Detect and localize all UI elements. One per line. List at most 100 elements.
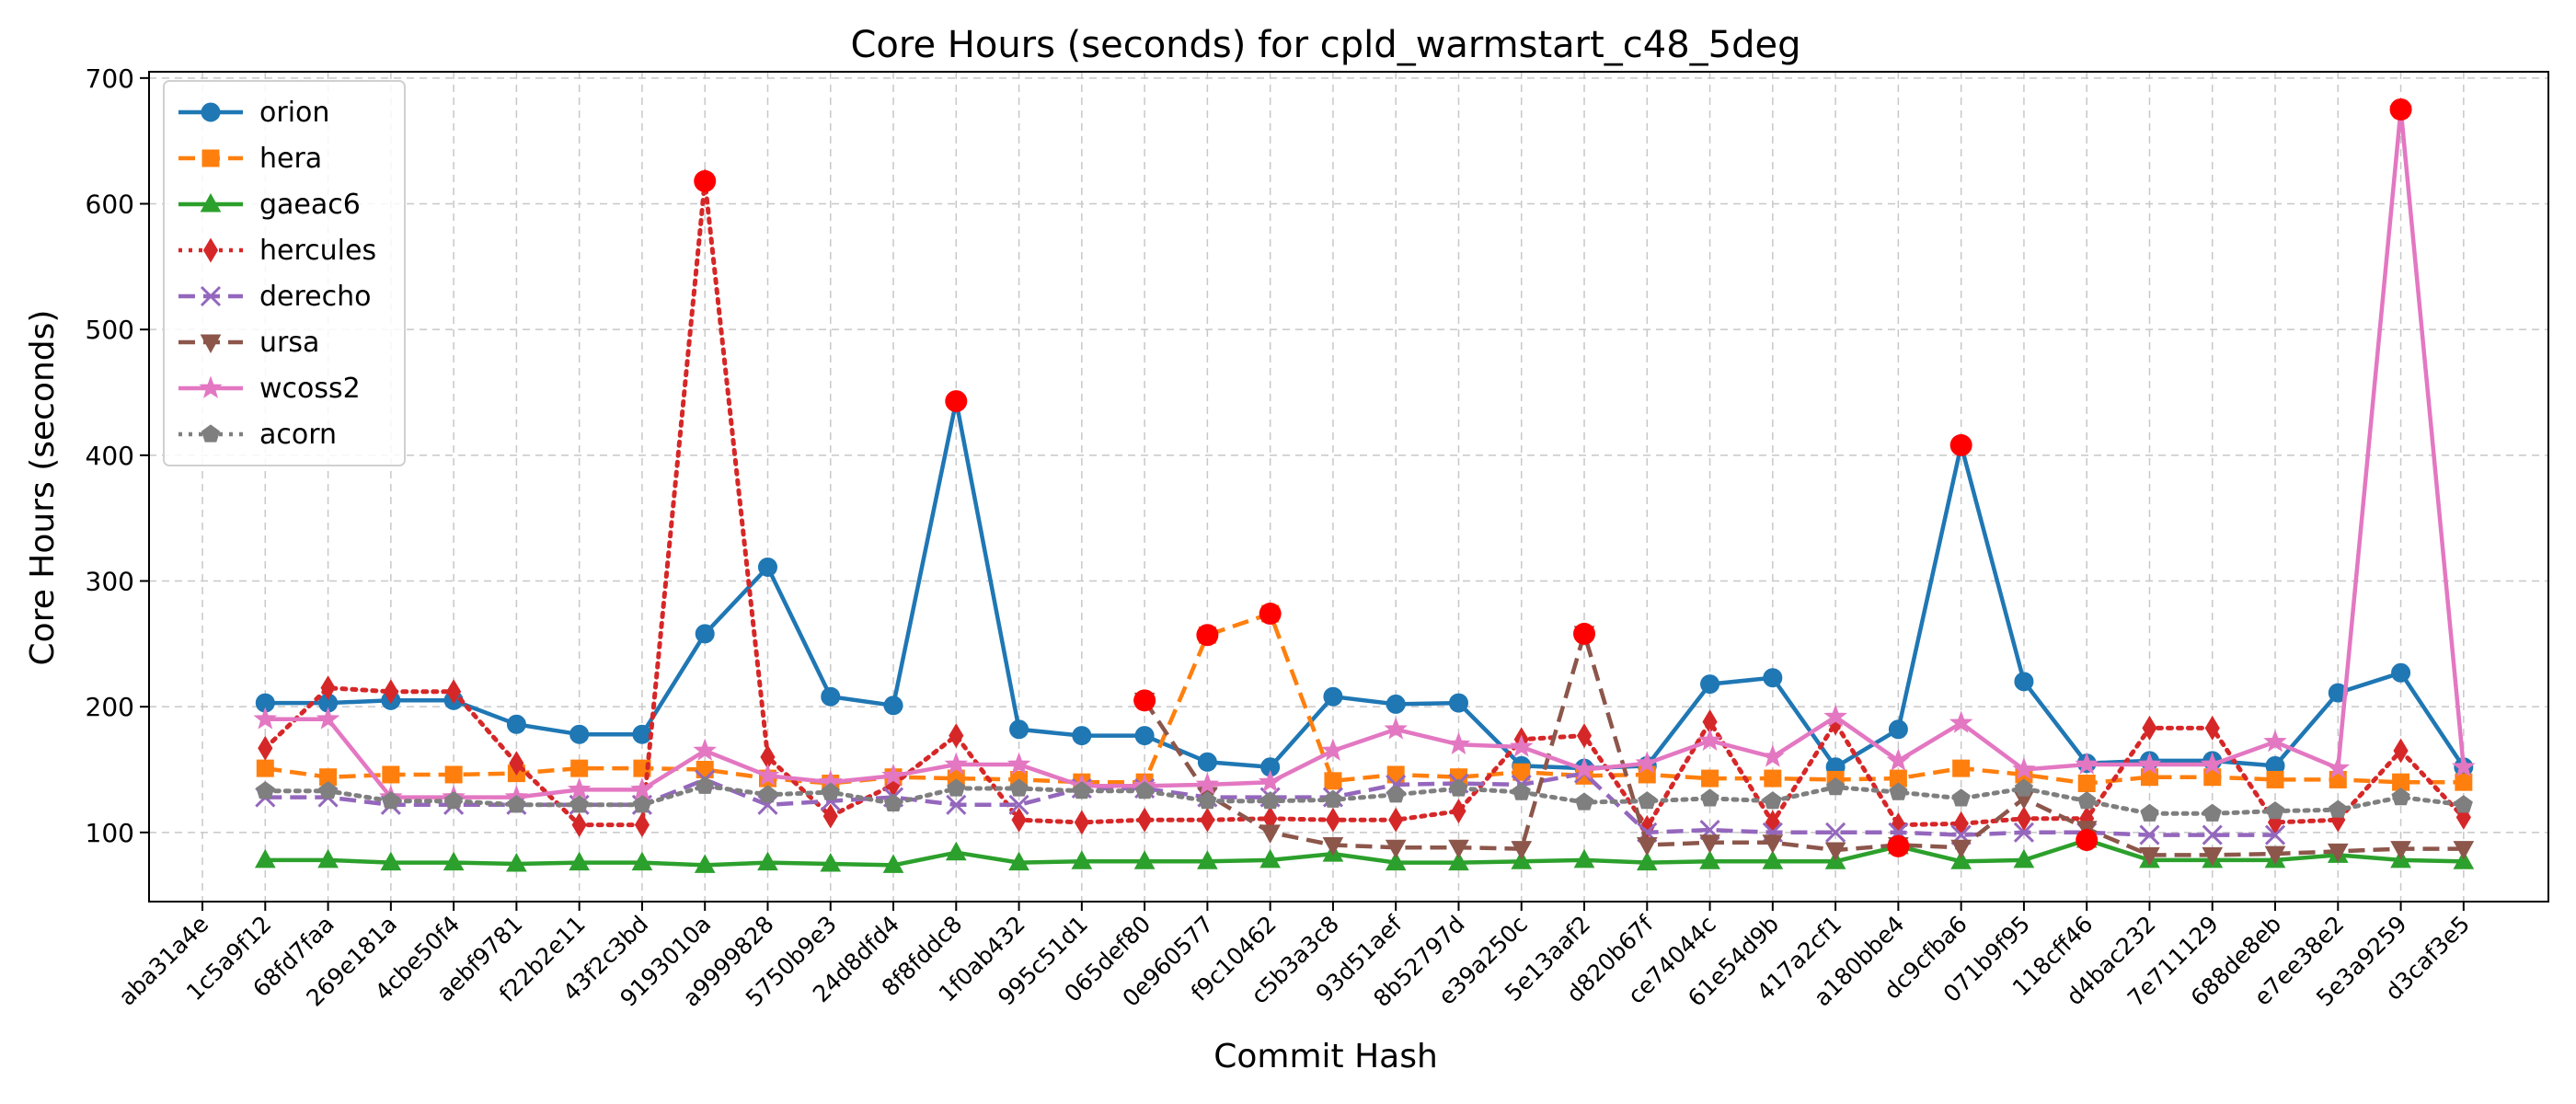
data-point-wcoss2 — [253, 707, 278, 730]
data-point-acorn — [1512, 782, 1531, 800]
data-point-hera — [570, 759, 589, 777]
data-point-acorn — [1135, 781, 1155, 799]
data-point-ursa — [1511, 841, 1533, 860]
data-point-wcoss2 — [1195, 772, 1220, 795]
legend-label-derecho: derecho — [259, 281, 372, 313]
data-point-gaeac6 — [1636, 851, 1658, 871]
series-line-ursa — [1143, 631, 2464, 857]
data-point-hercules — [571, 812, 587, 838]
data-point-hercules — [2016, 806, 2032, 832]
data-point-hercules — [949, 723, 964, 749]
legend-label-ursa: ursa — [259, 327, 319, 359]
data-point-acorn — [632, 795, 651, 813]
data-point-hercules — [1388, 807, 1404, 833]
data-point-hercules — [2142, 715, 2157, 741]
data-point-acorn — [2140, 803, 2159, 822]
data-point-acorn — [1951, 788, 1971, 807]
series-acorn — [256, 776, 2473, 822]
data-point-gaeac6 — [882, 854, 904, 873]
data-point-acorn — [256, 781, 275, 799]
highlight-point — [1259, 603, 1282, 626]
data-point-wcoss2 — [2200, 752, 2225, 775]
data-point-ursa — [1322, 837, 1344, 857]
data-point-gaeac6 — [945, 841, 967, 861]
legend-label-hercules: hercules — [259, 235, 376, 267]
data-point-acorn — [2202, 803, 2222, 822]
legend-label-hera: hera — [259, 143, 322, 175]
highlight-point — [2076, 829, 2099, 852]
data-point-hercules — [509, 751, 524, 776]
data-point-hera — [444, 765, 463, 784]
data-point-acorn — [947, 778, 966, 797]
data-point-acorn — [2077, 791, 2097, 810]
data-point-acorn — [1260, 791, 1280, 810]
data-point-orion — [569, 724, 590, 744]
data-point-orion — [632, 724, 652, 744]
data-point-wcoss2 — [693, 738, 717, 761]
highlight-point — [694, 169, 717, 192]
legend-item-derecho: derecho — [178, 281, 372, 313]
data-point-ursa — [1699, 834, 1720, 854]
legend-marker-derecho — [200, 285, 222, 307]
data-point-gaeac6 — [1762, 850, 1784, 869]
data-point-orion — [1763, 668, 1783, 688]
data-point-gaeac6 — [443, 851, 465, 871]
data-point-acorn — [1889, 782, 1908, 800]
data-point-orion — [821, 686, 841, 707]
data-point-acorn — [1072, 781, 1091, 799]
data-point-wcoss2 — [630, 776, 654, 800]
data-point-hercules — [822, 803, 838, 829]
data-point-hercules — [383, 679, 398, 705]
data-point-orion — [1386, 694, 1406, 714]
data-point-hercules — [1137, 807, 1153, 833]
data-point-hera — [1324, 772, 1342, 790]
legend-marker-hercules — [202, 237, 219, 263]
legend-marker-wcoss2 — [199, 375, 223, 398]
data-point-gaeac6 — [1133, 850, 1156, 869]
data-point-acorn — [2265, 800, 2285, 820]
data-point-hercules — [1011, 807, 1027, 833]
legend-marker-hera — [201, 149, 220, 167]
data-point-wcoss2 — [2012, 757, 2036, 780]
series-line-wcoss2 — [265, 107, 2467, 799]
data-point-hera — [2266, 770, 2284, 788]
data-point-gaeac6 — [506, 852, 527, 872]
data-point-gaeac6 — [1385, 851, 1407, 871]
data-point-hercules — [2393, 738, 2409, 764]
data-point-wcoss2 — [1761, 744, 1785, 767]
highlight-point — [1133, 689, 1156, 712]
data-point-acorn — [569, 795, 589, 813]
legend-label-wcoss2: wcoss2 — [259, 373, 361, 405]
data-point-hera — [1952, 759, 1971, 777]
data-point-orion — [1700, 674, 1720, 695]
data-point-hercules — [1325, 807, 1341, 833]
x-axis-label: Commit Hash — [1213, 1038, 1438, 1075]
data-point-orion — [1323, 686, 1343, 707]
data-point-ursa — [1636, 837, 1658, 857]
data-point-hercules — [1200, 807, 1215, 833]
data-point-acorn — [758, 785, 777, 803]
data-point-gaeac6 — [1511, 850, 1533, 869]
data-point-derecho — [2202, 824, 2223, 845]
data-point-ursa — [1950, 839, 1972, 859]
legend-marker-gaeac6 — [200, 192, 222, 213]
data-point-hera — [382, 765, 400, 784]
data-point-gaeac6 — [1197, 850, 1218, 869]
data-point-acorn — [1009, 778, 1029, 797]
data-point-ursa — [2327, 843, 2349, 863]
data-point-acorn — [2329, 799, 2348, 818]
data-point-gaeac6 — [1573, 848, 1595, 868]
data-point-wcoss2 — [944, 752, 969, 775]
legend-item-hera: hera — [178, 143, 322, 175]
data-point-acorn — [1638, 791, 1657, 810]
data-point-hercules — [258, 735, 273, 761]
data-point-wcoss2 — [1384, 717, 1408, 740]
data-point-wcoss2 — [1321, 738, 1345, 761]
data-point-acorn — [507, 795, 526, 813]
y-tick-label: 300 — [86, 567, 134, 597]
y-tick-label: 600 — [86, 190, 134, 220]
data-point-wcoss2 — [755, 763, 780, 787]
data-point-acorn — [444, 791, 464, 810]
y-tick-label: 400 — [86, 441, 134, 471]
